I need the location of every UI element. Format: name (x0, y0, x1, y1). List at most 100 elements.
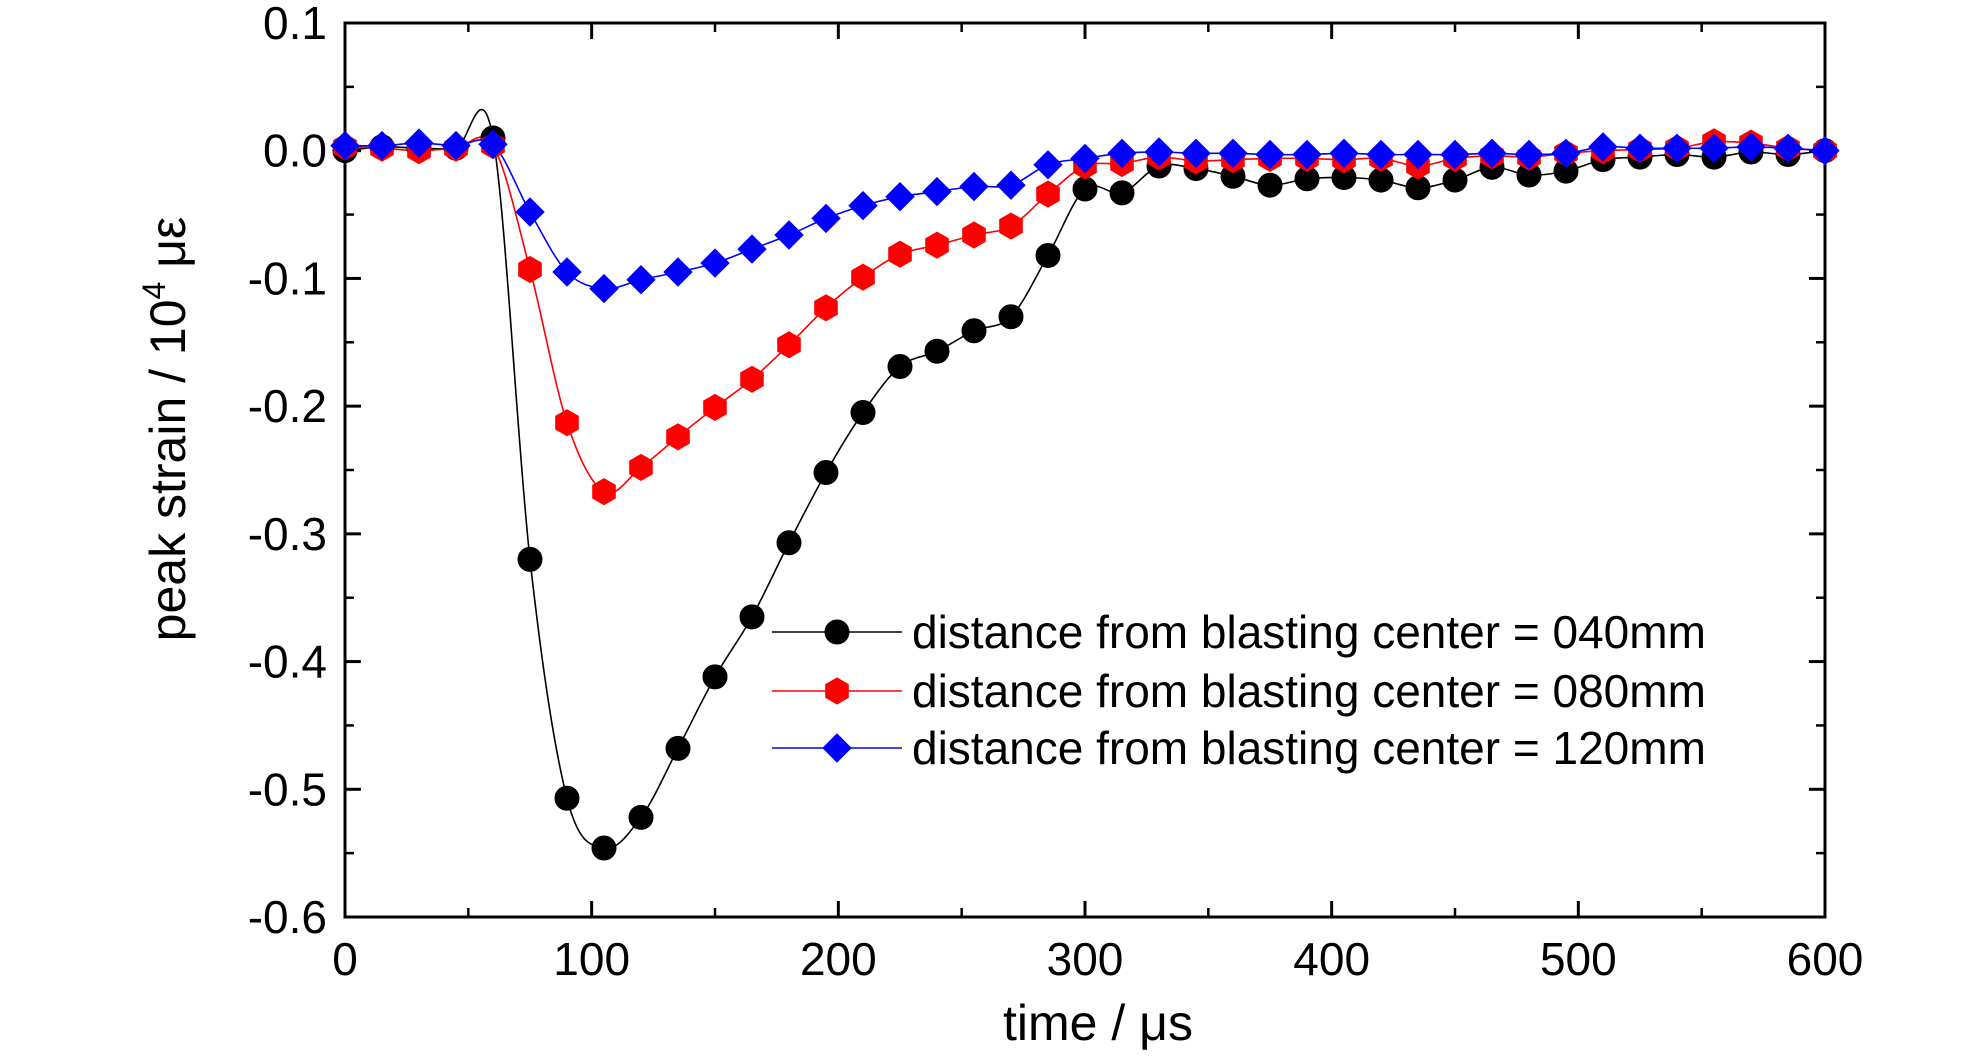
series-3-point (700, 248, 730, 278)
series-2-point (777, 331, 801, 359)
series-2-point (814, 294, 838, 322)
series-2-point (888, 240, 912, 268)
series-3-point (589, 273, 619, 304)
series-3-point (1699, 133, 1729, 163)
series-1-point (554, 785, 580, 811)
series-3-point (1033, 150, 1063, 180)
series-1-point (702, 664, 728, 690)
series-3-point (1292, 139, 1322, 170)
series-1-point (1072, 176, 1098, 202)
y-tick-label: -0.4 (248, 636, 327, 688)
series-2-point (999, 212, 1023, 240)
y-axis-title-exponent: 4 (136, 282, 172, 300)
series-3-point (1625, 133, 1655, 163)
series-3-point (1070, 143, 1100, 174)
series-2-point (962, 221, 986, 249)
series-2-point (666, 423, 690, 451)
x-tick-label: 400 (1293, 933, 1370, 985)
legend-entry-1: distance from blasting center = 040mm (772, 606, 1706, 658)
series-3-point (922, 176, 952, 207)
series-1-point (961, 318, 987, 344)
y-tick-label: 0.1 (263, 0, 327, 49)
series-1-point (739, 604, 765, 630)
y-axis-title-unit: με (140, 217, 196, 282)
tick-labels: 0 100 200 300 400 500 600 0.1 0.0 -0.1 -0.2 -0.3 -0.… (248, 0, 1864, 985)
y-axis-title: peak strain / 104 με (136, 217, 196, 642)
series-1-point (924, 338, 950, 364)
series-1-point (850, 400, 876, 426)
legend-label: distance from blasting center = 120mm (912, 722, 1706, 774)
legend-marker (824, 619, 850, 645)
series-3-point (848, 190, 878, 221)
series-markers (330, 125, 1840, 861)
series-2-point (518, 255, 542, 284)
x-tick-label: 500 (1540, 933, 1617, 985)
series-3-point (1477, 138, 1507, 169)
legend-marker (825, 677, 849, 705)
series-3-point (1181, 138, 1211, 169)
series-2-point (592, 478, 616, 506)
legend-label: distance from blasting center = 040mm (912, 606, 1706, 658)
series-3-point (1773, 133, 1803, 163)
series-3-point (1662, 133, 1692, 163)
series-3-point (515, 197, 545, 227)
series-1-point (591, 835, 617, 861)
series-3-point (885, 181, 915, 212)
series-3-point (959, 171, 989, 202)
series-3-point (1588, 132, 1618, 162)
series-3-point (404, 128, 434, 158)
legend-label: distance from blasting center = 080mm (912, 665, 1706, 717)
series-3-point (1810, 135, 1840, 166)
legend-entry-3: distance from blasting center = 120mm (772, 722, 1706, 774)
series-3-point (774, 220, 804, 250)
y-tick-label: -0.1 (248, 252, 327, 304)
series-3-point (626, 264, 656, 295)
y-tick-label: -0.5 (248, 763, 327, 815)
series-3-point (478, 129, 508, 160)
series-2-point (703, 393, 727, 421)
series-1-point (1257, 172, 1283, 198)
series-1-point (998, 304, 1024, 330)
series-3-point (1551, 138, 1581, 169)
series-2-point (851, 263, 875, 291)
series-3-point (330, 130, 360, 161)
series-2-point (1036, 180, 1060, 208)
x-tick-label: 100 (553, 933, 630, 985)
series-3-point (1255, 139, 1285, 170)
series-1-point (813, 460, 839, 486)
series-3-point (441, 130, 471, 161)
series-1-point (887, 354, 913, 380)
x-axis-title: time / μs (1003, 995, 1193, 1051)
ticks (343, 21, 1827, 919)
series-1-point (776, 530, 802, 556)
series-2-point (629, 453, 653, 481)
series-2-point (925, 231, 949, 259)
series-3-point (663, 257, 693, 287)
series-3-point (552, 257, 582, 287)
x-tick-label: 200 (800, 933, 877, 985)
series-3-point (1329, 138, 1359, 169)
series-3-point (1514, 139, 1544, 170)
series-3-point (1366, 139, 1396, 170)
series-3-point (811, 203, 841, 234)
series-3-point (1107, 138, 1137, 169)
series-2-point (555, 409, 579, 437)
y-tick-label: 0.0 (263, 125, 327, 177)
series-3-point (1218, 138, 1248, 169)
series-3-point (1403, 139, 1433, 170)
x-tick-label: 0 (332, 933, 358, 985)
x-tick-label: 300 (1047, 933, 1124, 985)
y-tick-label: -0.6 (248, 891, 327, 943)
series-1-point (665, 735, 691, 761)
y-axis-title-main: peak strain / 10 (140, 299, 196, 641)
y-tick-label: -0.3 (248, 508, 327, 560)
series-1-point (517, 546, 543, 572)
y-tick-label: -0.2 (248, 380, 327, 432)
series-1-point (628, 804, 654, 830)
legend-marker (822, 733, 852, 763)
x-tick-label: 600 (1787, 933, 1864, 985)
series-1-point (1109, 180, 1135, 206)
series-3-point (996, 170, 1026, 200)
series-3-point (1440, 139, 1470, 170)
